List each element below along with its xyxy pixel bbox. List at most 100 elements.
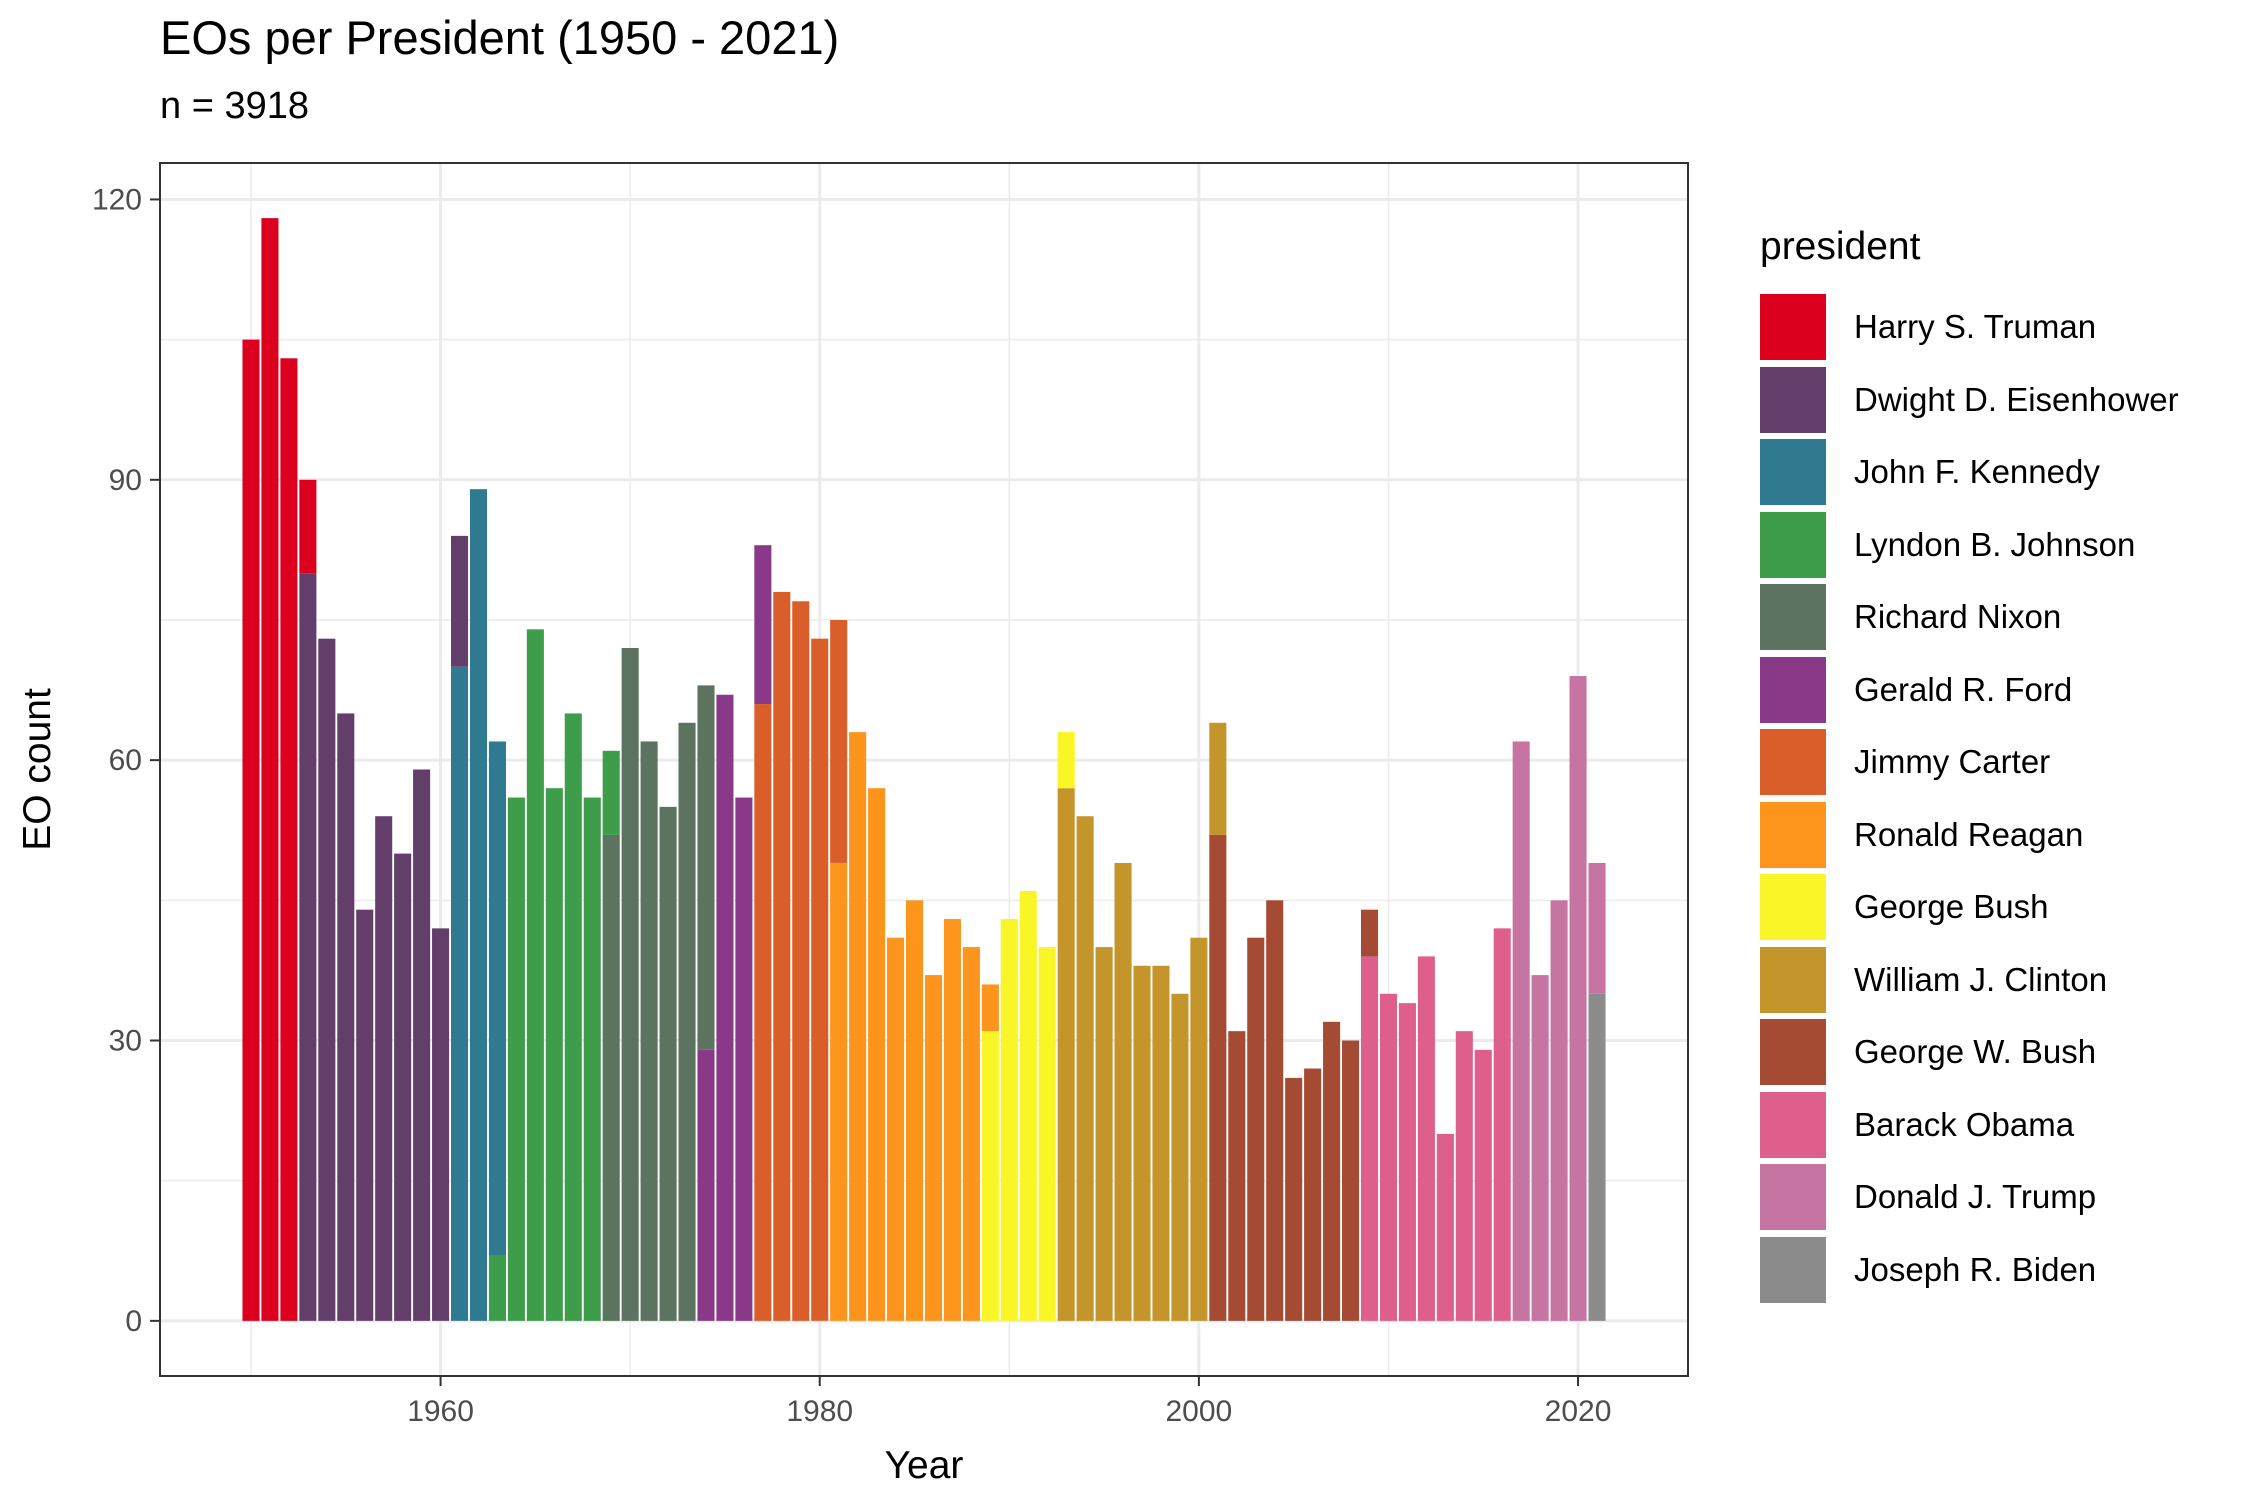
legend-swatch: [1760, 874, 1826, 941]
legend-label: George W. Bush: [1854, 1033, 2097, 1071]
bar-segment: 1977 — Gerald R. Ford: 17: [754, 545, 772, 705]
bar-segment: 1957 — Dwight D. Eisenhower: 54: [375, 816, 393, 1321]
legend-item: Lyndon B. Johnson: [1760, 509, 2179, 582]
legend-label: William J. Clinton: [1854, 960, 2108, 998]
legend-label: John F. Kennedy: [1854, 453, 2100, 491]
bar-segment: 2014 — Barack Obama: 31: [1455, 1031, 1473, 1321]
bar-segment: 1979 — Jimmy Carter: 77: [792, 601, 810, 1321]
bar-segment: 1981 — Ronald Reagan: 49: [830, 862, 848, 1321]
bar-segment: 1992 — George Bush: 40: [1038, 947, 1056, 1321]
bar-segment: 1993 — George Bush: 6: [1057, 732, 1075, 789]
legend-item: Jimmy Carter: [1760, 726, 2179, 799]
legend-item: William J. Clinton: [1760, 944, 2179, 1017]
legend-swatch: [1760, 439, 1826, 506]
bar-segment: 1958 — Dwight D. Eisenhower: 50: [394, 853, 412, 1321]
bar-segment: 2001 — William J. Clinton: 12: [1209, 722, 1227, 835]
bar-segment: 1964 — Lyndon B. Johnson: 56: [507, 797, 525, 1321]
legend-items: Harry S. Truman Dwight D. Eisenhower John …: [1760, 291, 2179, 1306]
bar-segment: 1969 — Lyndon B. Johnson: 9: [602, 750, 620, 835]
bar-segment: 1984 — Ronald Reagan: 41: [887, 937, 905, 1321]
legend-item: Richard Nixon: [1760, 581, 2179, 654]
bar-segment: 1954 — Dwight D. Eisenhower: 73: [318, 638, 336, 1321]
bar-segment: 1998 — William J. Clinton: 38: [1152, 965, 1170, 1321]
bar-segment: 1978 — Jimmy Carter: 78: [773, 591, 791, 1321]
bar-segment: 1966 — Lyndon B. Johnson: 57: [545, 788, 563, 1321]
bar-segment: 1981 — Jimmy Carter: 26: [830, 619, 848, 863]
bar-segment: 1999 — William J. Clinton: 35: [1171, 993, 1189, 1321]
legend-item: Barack Obama: [1760, 1089, 2179, 1162]
bar-segment: 1970 — Richard Nixon: 72: [621, 648, 639, 1321]
bar-segment: 1993 — William J. Clinton: 57: [1057, 788, 1075, 1321]
legend-swatch: [1760, 584, 1826, 651]
x-tick-label: 2020: [1545, 1395, 1612, 1428]
x-tick-label: 1960: [407, 1395, 474, 1428]
x-axis-title: Year: [885, 1444, 964, 1487]
bar-segment: 1951 — Harry S. Truman: 118: [261, 218, 279, 1321]
bar-segment: 1975 — Gerald R. Ford: 67: [716, 694, 734, 1321]
bar-segment: 1953 — Dwight D. Eisenhower: 80: [299, 573, 317, 1321]
legend-item: John F. Kennedy: [1760, 436, 2179, 509]
legend-item: Gerald R. Ford: [1760, 654, 2179, 727]
bar-segment: 1974 — Gerald R. Ford: 29: [697, 1049, 715, 1321]
bar-segment: 2013 — Barack Obama: 20: [1436, 1133, 1454, 1321]
legend-swatch: [1760, 1091, 1826, 1158]
bar-segment: 1955 — Dwight D. Eisenhower: 65: [337, 713, 355, 1321]
bar-segment: 2006 — George W. Bush: 27: [1304, 1068, 1322, 1321]
bar-segment: 2021 — Joseph R. Biden: 35: [1588, 993, 1606, 1321]
bar-segment: 2004 — George W. Bush: 45: [1266, 900, 1284, 1321]
legend-label: Gerald R. Ford: [1854, 670, 2073, 708]
bar-segment: 1995 — William J. Clinton: 40: [1095, 947, 1113, 1321]
bar-segment: 1996 — William J. Clinton: 49: [1114, 862, 1132, 1321]
legend-label: Richard Nixon: [1854, 598, 2062, 636]
bar-segment: 2009 — Barack Obama: 39: [1360, 956, 1379, 1321]
legend-swatch: [1760, 294, 1826, 361]
bar-segment: 1991 — George Bush: 46: [1019, 890, 1037, 1321]
x-tick-label: 2000: [1166, 1395, 1233, 1428]
bar-segment: 2001 — George W. Bush: 52: [1209, 834, 1227, 1321]
legend-swatch: [1760, 1019, 1826, 1086]
y-tick-label: 90: [109, 464, 142, 497]
y-tick-label: 60: [109, 744, 142, 777]
legend-label: Barack Obama: [1854, 1105, 2075, 1143]
bar-segment: 1988 — Ronald Reagan: 40: [962, 947, 980, 1321]
bar-segment: 1967 — Lyndon B. Johnson: 65: [564, 713, 582, 1321]
legend-label: Ronald Reagan: [1854, 815, 2084, 853]
bar-segment: 2002 — George W. Bush: 31: [1228, 1031, 1246, 1321]
bar-segment: 1969 — Richard Nixon: 52: [602, 834, 620, 1321]
bar-segment: 1952 — Harry S. Truman: 103: [280, 358, 298, 1321]
legend-item: Ronald Reagan: [1760, 799, 2179, 872]
bar-segment: 1971 — Richard Nixon: 62: [640, 741, 658, 1321]
legend-label: George Bush: [1854, 888, 2049, 926]
legend-item: Donald J. Trump: [1760, 1161, 2179, 1234]
chart-title: EOs per President (1950 - 2021): [160, 11, 840, 64]
bar-segment: 1980 — Jimmy Carter: 73: [811, 638, 829, 1321]
bar-segment: 1974 — Richard Nixon: 39: [697, 685, 715, 1050]
bar-segment: 2015 — Barack Obama: 29: [1474, 1049, 1492, 1321]
bar-segment: 2012 — Barack Obama: 39: [1417, 956, 1435, 1321]
bar-segment: 2011 — Barack Obama: 34: [1398, 1003, 1416, 1321]
legend-label: Jimmy Carter: [1854, 743, 2051, 781]
bar-segment: 2010 — Barack Obama: 35: [1379, 993, 1397, 1321]
bar-segment: 1982 — Ronald Reagan: 63: [849, 732, 867, 1321]
legend-swatch: [1760, 1236, 1826, 1303]
bar-segment: 1987 — Ronald Reagan: 43: [943, 919, 961, 1321]
bar-segment: 2003 — George W. Bush: 41: [1247, 937, 1265, 1321]
legend-label: Lyndon B. Johnson: [1854, 525, 2136, 563]
bar-segment: 1956 — Dwight D. Eisenhower: 44: [356, 909, 374, 1321]
bar-segment: 1989 — George Bush: 31: [981, 1031, 999, 1321]
bar-segment: 1976 — Gerald R. Ford: 56: [735, 797, 753, 1321]
x-tick-label: 1980: [786, 1395, 853, 1428]
y-tick-label: 120: [92, 183, 142, 216]
y-tick-label: 30: [109, 1025, 142, 1058]
bar-segment: 2020 — Donald J. Trump: 69: [1569, 676, 1587, 1321]
bar-segment: 1963 — Lyndon B. Johnson: 7: [488, 1255, 506, 1321]
bar-segment: 1972 — Richard Nixon: 55: [659, 806, 677, 1321]
legend-item: Dwight D. Eisenhower: [1760, 364, 2179, 437]
bar-segment: 1968 — Lyndon B. Johnson: 56: [583, 797, 601, 1321]
bar-segment: 1962 — John F. Kennedy: 89: [469, 489, 488, 1321]
bar-segment: 2007 — George W. Bush: 32: [1323, 1021, 1341, 1321]
bar-segment: 1960 — Dwight D. Eisenhower: 42: [432, 928, 450, 1321]
legend-swatch: [1760, 366, 1826, 433]
legend-swatch: [1760, 656, 1826, 723]
